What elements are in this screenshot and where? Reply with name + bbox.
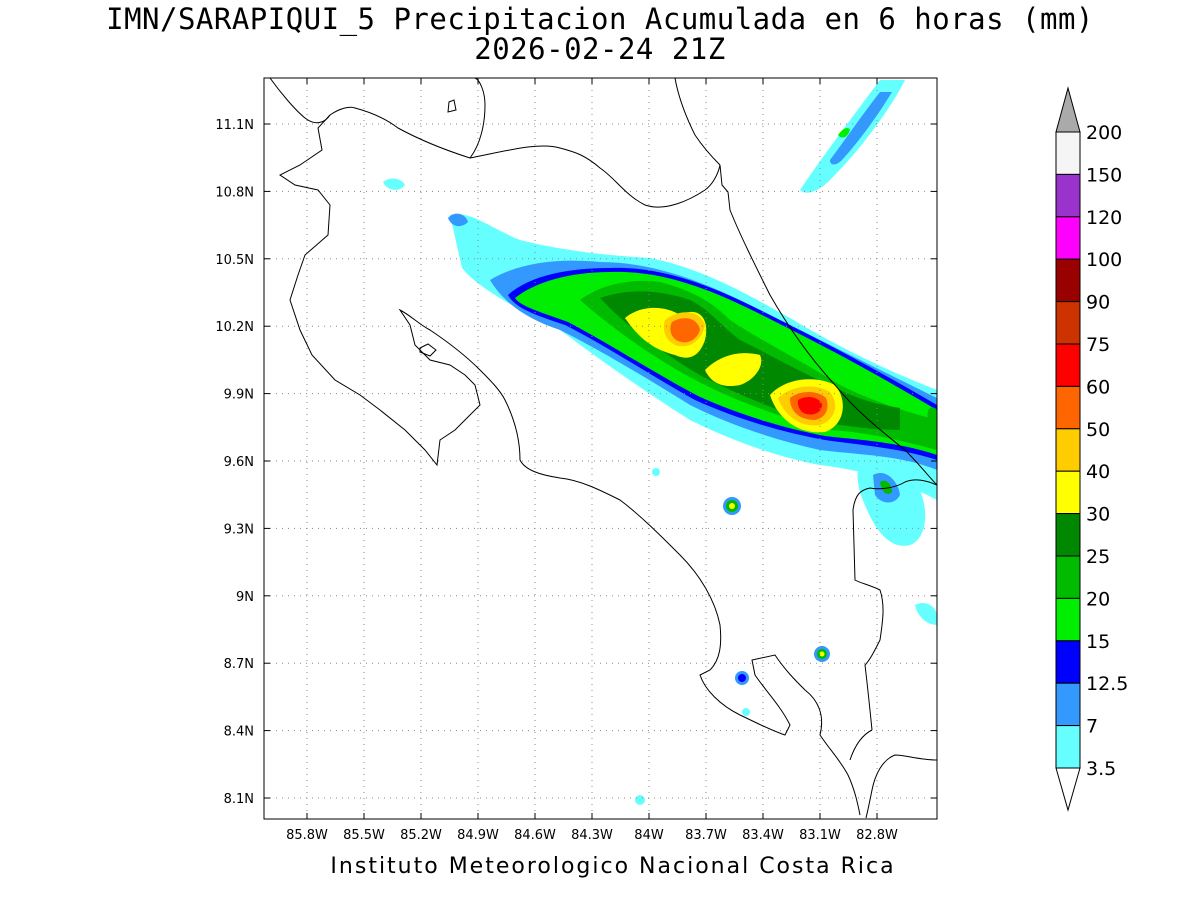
y-tick-label: 9.3N [224,522,254,537]
y-tick-label: 10.5N [215,253,254,268]
colorbar-swatch [1055,682,1081,727]
colorbar-top-arrow [1055,86,1081,133]
panama-border [852,479,937,731]
y-tick-label: 10.2N [215,320,254,335]
colorbar-swatch [1055,470,1081,515]
colorbar-label: 50 [1086,419,1110,441]
nicaragua-border [269,78,721,208]
precip-band-60 [797,396,822,415]
colorbar-label: 90 [1086,292,1110,314]
footer-credit: Instituto Meteorologico Nacional Costa R… [330,854,896,879]
y-tick-label: 9.6N [224,455,254,470]
colorbar-label: 25 [1086,546,1110,568]
colorbar-swatch [1055,555,1081,599]
x-axis: 85.8W 85.5W 85.2W 84.9W 84.6W 84.3W 84W 83.7W 83… [286,78,898,843]
y-axis: 11.1N 10.8N 10.5N 10.2N 9.9N 9.6N 9.3N 9N 8.7N 8.… [215,118,937,807]
x-tick-label: 83.4W [742,828,784,843]
x-tick-label: 85.8W [286,828,328,843]
colorbar-label: 60 [1086,376,1110,398]
y-tick-label: 8.1N [224,792,254,807]
x-tick-label: 83.1W [799,828,841,843]
y-tick-label: 10.8N [215,185,254,200]
colorbar-label: 7 [1086,716,1098,738]
colorbar-label: 75 [1086,334,1110,356]
pacific-coast [279,114,861,816]
x-tick-label: 84.6W [514,828,556,843]
y-tick-label: 11.1N [215,118,254,133]
y-tick-label: 8.4N [224,725,254,740]
x-tick-label: 83.7W [685,828,727,843]
map-subtitle: 2026-02-24 21Z [474,32,726,66]
lat-lon-grid [264,78,937,819]
colorbar-swatch [1055,131,1081,175]
colorbar-label: 150 [1086,164,1122,186]
precipitation-field [383,80,937,805]
y-tick-label: 9N [236,590,254,605]
colorbar-label: 100 [1086,249,1122,271]
x-tick-label: 84.3W [571,828,613,843]
colorbar: 200 150 120 100 90 75 60 50 40 30 25 20 15 12.5 7 3.5 [1055,86,1128,812]
y-tick-label: 9.9N [224,388,254,403]
colorbar-swatch [1055,301,1081,345]
caribbean-coast [719,164,937,486]
x-tick-label: 85.2W [400,828,442,843]
colorbar-swatch [1055,513,1081,557]
colorbar-swatch [1055,385,1081,430]
colorbar-label: 40 [1086,461,1110,483]
colorbar-swatch [1055,258,1081,303]
colorbar-label: 15 [1086,631,1110,653]
colorbar-swatch [1055,428,1081,472]
x-tick-label: 84W [634,828,664,843]
x-tick-label: 82.8W [856,828,898,843]
x-tick-label: 85.5W [343,828,385,843]
colorbar-label: 200 [1086,122,1122,144]
y-tick-label: 8.7N [224,657,254,672]
colorbar-label: 12.5 [1086,673,1128,695]
map-title: IMN/SARAPIQUI_5 Precipitacion Acumulada … [106,2,1094,36]
coastlines [269,78,937,819]
colorbar-swatch [1055,343,1081,387]
colorbar-swatch [1055,725,1081,769]
colorbar-label: 3.5 [1086,758,1116,780]
colorbar-swatch [1055,173,1081,218]
colorbar-swatch [1055,640,1081,684]
plot-frame [263,77,938,820]
colorbar-bottom-arrow [1055,767,1081,812]
colorbar-swatch [1055,216,1081,260]
colorbar-label: 30 [1086,504,1110,526]
colorbar-swatch [1055,597,1081,642]
colorbar-label: 20 [1086,588,1110,610]
x-tick-label: 84.9W [457,828,499,843]
colorbar-label: 120 [1086,207,1122,229]
